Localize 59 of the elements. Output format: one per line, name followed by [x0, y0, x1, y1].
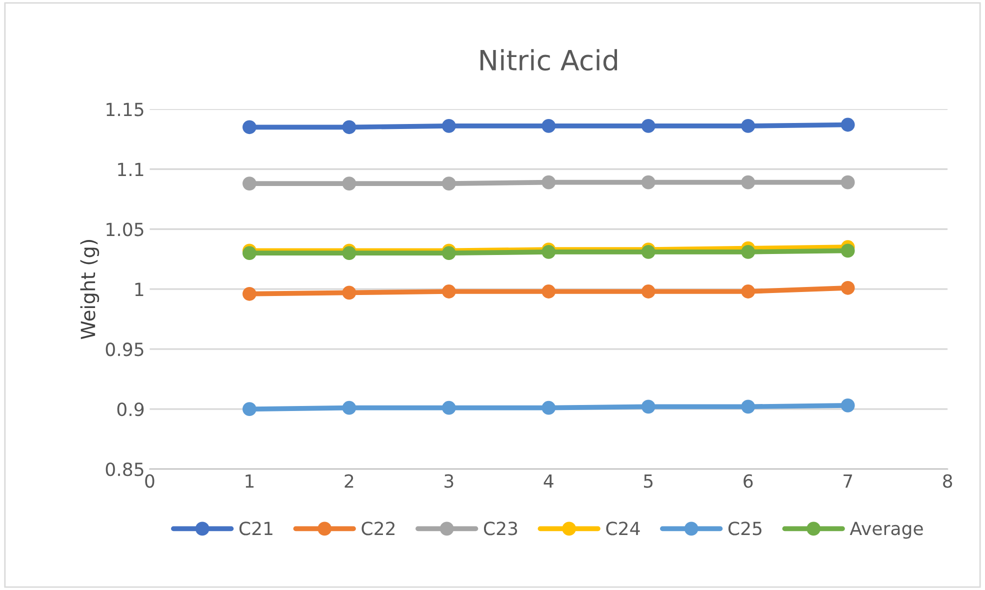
point — [242, 120, 256, 134]
y-axis-title: Weight (g) — [80, 240, 100, 340]
y-tick-label: 0.85 — [106, 462, 144, 476]
point — [542, 175, 556, 190]
point — [342, 120, 356, 134]
x-tick-label: 5 — [644, 474, 653, 488]
x-tick-label: 3 — [444, 474, 454, 488]
point — [741, 400, 756, 414]
point — [840, 118, 855, 132]
point — [442, 119, 456, 133]
point — [442, 400, 456, 415]
point — [242, 402, 256, 416]
point — [342, 176, 356, 190]
point — [242, 176, 256, 190]
point — [641, 244, 656, 259]
y-tick-label: 1.1 — [118, 162, 144, 176]
x-tick-label: 1 — [246, 474, 254, 488]
point — [342, 246, 356, 260]
point — [641, 119, 656, 133]
x-tick-label: 2 — [344, 474, 354, 488]
point — [542, 284, 556, 298]
legend-label: C22 — [362, 522, 394, 536]
point — [741, 244, 756, 259]
y-tick-label: 0.95 — [106, 342, 144, 356]
point — [442, 176, 456, 190]
point — [741, 284, 756, 298]
point — [840, 175, 855, 190]
y-tick-label: 1.15 — [106, 102, 144, 116]
point — [840, 244, 855, 258]
legend-label: C24 — [606, 522, 640, 536]
chart-title: Nitric Acid — [480, 49, 618, 71]
point — [741, 119, 756, 133]
point — [542, 400, 556, 415]
point — [242, 286, 256, 301]
legend-label: C23 — [484, 522, 518, 536]
point — [840, 280, 855, 295]
legend-label: C21 — [239, 522, 272, 536]
x-tick-label: 6 — [744, 474, 753, 488]
point — [542, 244, 556, 259]
point — [641, 284, 656, 298]
point — [641, 175, 656, 190]
x-tick-label: 8 — [943, 474, 952, 488]
x-tick-label: 7 — [844, 474, 852, 488]
point — [641, 400, 656, 414]
point — [342, 286, 356, 300]
y-tick-label: 0.9 — [117, 402, 144, 416]
legend-label: Average — [850, 522, 923, 539]
point — [840, 398, 855, 412]
point — [542, 119, 556, 133]
point — [342, 400, 356, 415]
x-tick-label: 4 — [544, 474, 554, 488]
y-tick-label: 1.05 — [106, 222, 144, 236]
y-tick-label: 1 — [135, 282, 144, 296]
point — [741, 175, 756, 190]
point — [442, 246, 456, 260]
point — [242, 246, 256, 260]
x-tick-label: 0 — [145, 474, 154, 488]
legend-label: C25 — [728, 522, 762, 536]
point — [442, 284, 456, 298]
